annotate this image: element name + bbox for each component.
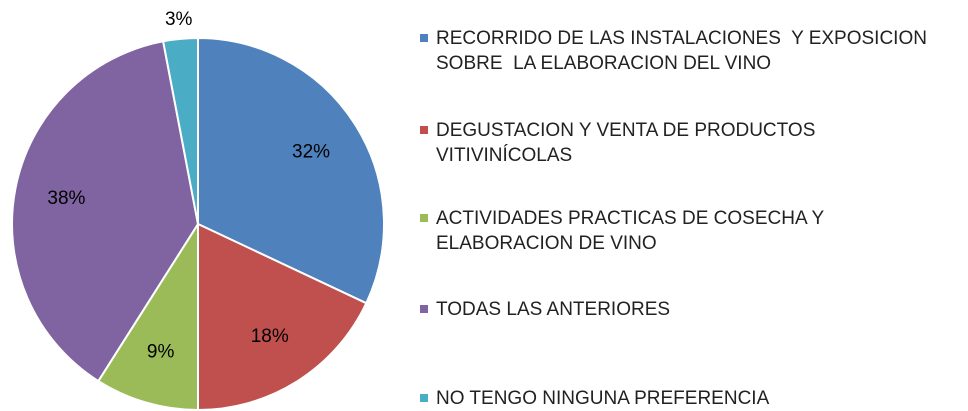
legend-item: TODAS LAS ANTERIORES (420, 297, 950, 322)
legend-label: DEGUSTACION Y VENTA DE PRODUCTOS VITIVIN… (436, 120, 821, 166)
legend-label: TODAS LAS ANTERIORES (436, 299, 671, 320)
legend-label: NO TENGO NINGUNA PREFERENCIA (436, 388, 770, 409)
data-label: 18% (251, 326, 289, 347)
legend-swatch (420, 214, 428, 222)
pie-slice (197, 36, 385, 305)
pie-slice (161, 36, 199, 225)
legend-item: NO TENGO NINGUNA PREFERENCIA (420, 386, 950, 411)
legend-label: ACTIVIDADES PRACTICAS DE COSECHA Y ELABO… (436, 208, 830, 254)
legend-swatch (420, 34, 428, 42)
pie-slice (197, 222, 368, 410)
data-label: 3% (165, 9, 193, 30)
pie-slice (11, 40, 200, 383)
legend-swatch (420, 305, 428, 313)
data-label: 32% (292, 141, 330, 162)
legend-item: DEGUSTACION Y VENTA DE PRODUCTOS VITIVIN… (420, 118, 950, 168)
legend-item: RECORRIDO DE LAS INSTALACIONES Y EXPOSIC… (420, 26, 950, 76)
legend-swatch (420, 126, 428, 134)
legend-label: RECORRIDO DE LAS INSTALACIONES Y EXPOSIC… (436, 28, 933, 74)
chart: 32% 18% 9% 38% 3% (11, 9, 385, 410)
legend-item: ACTIVIDADES PRACTICAS DE COSECHA Y ELABO… (420, 206, 950, 256)
data-label: 38% (47, 188, 85, 209)
data-label: 9% (147, 342, 175, 363)
legend-swatch (420, 394, 428, 402)
